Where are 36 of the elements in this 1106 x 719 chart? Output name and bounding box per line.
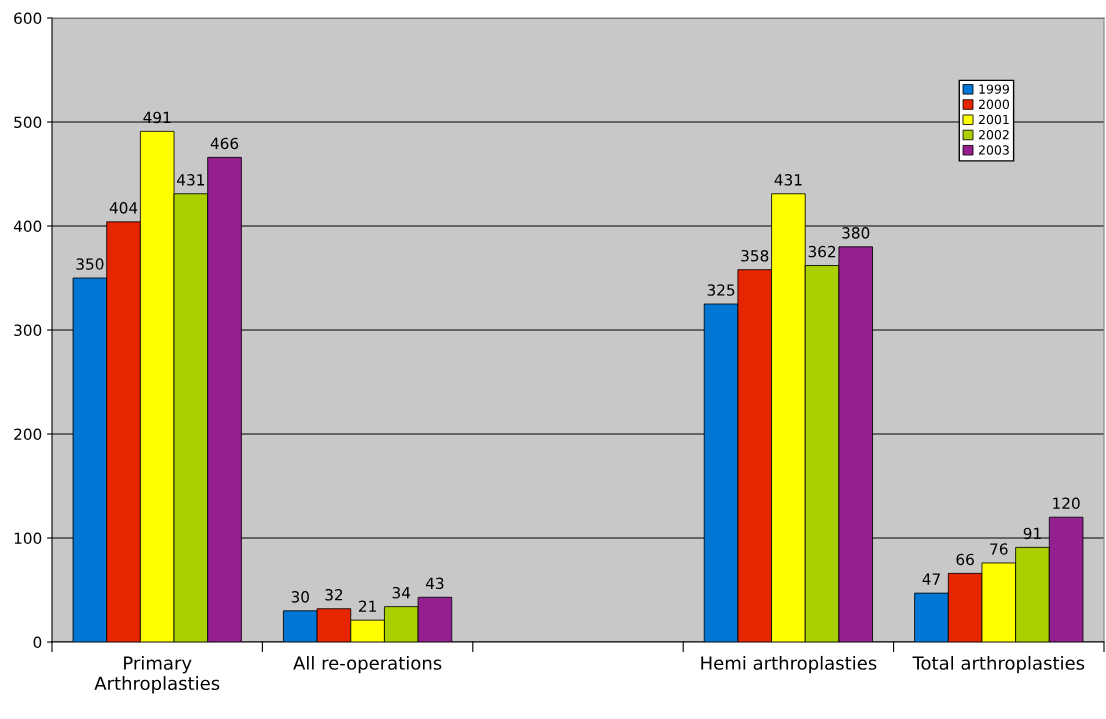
data-label: 350 (76, 258, 104, 270)
data-label: 91 (1023, 527, 1041, 540)
legend-label: 2000 (978, 99, 1010, 110)
data-label: 76 (990, 543, 1008, 555)
y-tick-label: 200 (14, 428, 42, 441)
data-label: 491 (143, 111, 171, 124)
data-label: 380 (842, 227, 870, 239)
data-label: 404 (109, 202, 138, 214)
data-label: 466 (210, 137, 239, 150)
data-label: 30 (291, 591, 309, 603)
y-tick-label: 0 (33, 636, 42, 649)
data-label: 34 (392, 586, 411, 599)
data-label: 325 (707, 284, 735, 296)
data-label: 358 (741, 249, 769, 262)
y-tick-label: 500 (14, 116, 42, 129)
x-tick-label: Primary Arthroplasties (94, 655, 220, 694)
data-label: 47 (922, 573, 940, 585)
data-label: 66 (956, 553, 974, 566)
data-label: 43 (425, 577, 444, 590)
legend-label: 2003 (978, 145, 1009, 155)
data-label: 32 (325, 589, 343, 601)
y-tick-label: 600 (14, 12, 42, 25)
data-label: 431 (774, 174, 802, 186)
data-label: 431 (177, 174, 205, 186)
data-label: 120 (1053, 497, 1080, 510)
x-tick-label: Total arthroplasties (912, 655, 1085, 674)
y-tick-label: 100 (14, 532, 42, 545)
data-label: 21 (359, 600, 376, 612)
legend-label: 2001 (978, 114, 1009, 125)
legend-label: 2002 (978, 130, 1009, 140)
legend-label: 1999 (979, 84, 1009, 94)
x-tick-label: All re-operations (293, 655, 442, 674)
x-tick-label: Hemi arthroplasties (701, 655, 877, 674)
y-tick-label: 300 (14, 324, 42, 337)
y-tick-label: 400 (13, 220, 42, 233)
data-label: 362 (808, 245, 836, 258)
